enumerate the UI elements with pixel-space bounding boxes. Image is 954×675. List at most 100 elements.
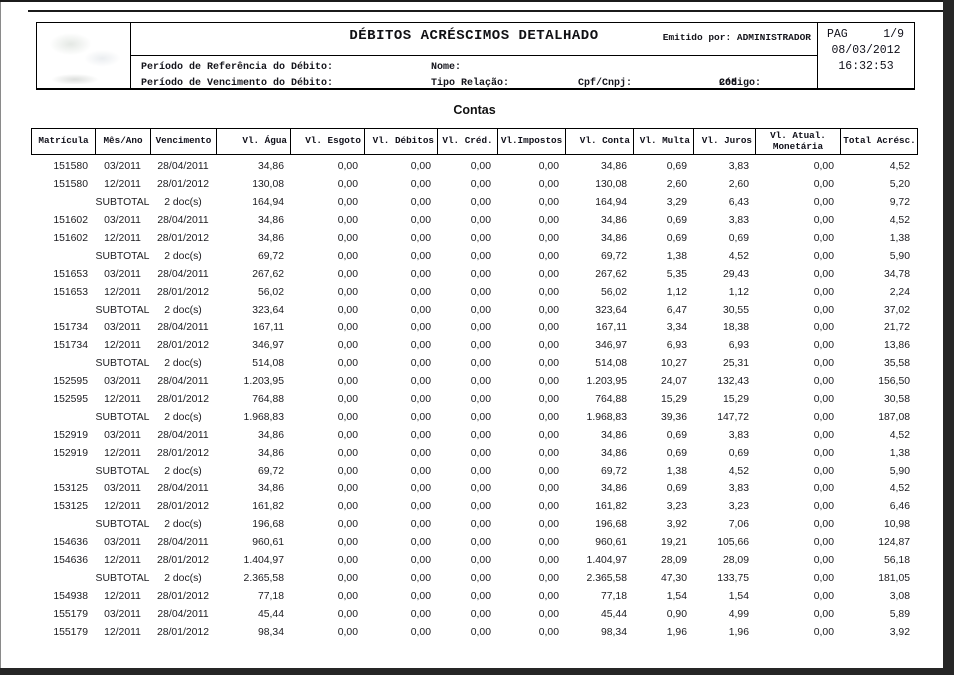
table-cell: 124,87 bbox=[878, 537, 910, 549]
table-cell bbox=[31, 516, 95, 534]
filter-row-2: Período de Vencimento do Débito: Tipo Re… bbox=[131, 78, 817, 90]
report-time: 16:32:53 bbox=[838, 60, 894, 73]
table-cell: 0,00 bbox=[337, 537, 358, 549]
table-cell: 0,00 bbox=[813, 394, 834, 406]
table-cell: 267,62 bbox=[252, 268, 284, 280]
table-cell: 28,09 bbox=[722, 555, 749, 567]
filter-row-1: Período de Referência do Débito: Nome: bbox=[131, 62, 817, 74]
table-cell: 1.968,83 bbox=[586, 411, 627, 423]
column-header: Vl. Atual. Monetária bbox=[756, 129, 841, 154]
table-row: 155179 03/2011 28/04/2011 45,44 0,00 0,00 0,00… bbox=[31, 605, 918, 623]
logo-cell bbox=[37, 23, 131, 88]
table-body: 151580 03/2011 28/04/2011 34,86 0,00 0,00 0,00… bbox=[31, 158, 918, 641]
table-cell: 0,00 bbox=[538, 394, 559, 406]
table-cell: 12/2011 bbox=[104, 340, 141, 352]
table-cell: 0,00 bbox=[538, 465, 559, 477]
table-cell: 6,93 bbox=[666, 340, 687, 352]
table-cell: 0,00 bbox=[813, 340, 834, 352]
column-header: Vl. Débitos bbox=[365, 129, 438, 154]
table-cell: 1.203,95 bbox=[586, 376, 627, 388]
table-cell: 3,83 bbox=[728, 215, 749, 227]
table-cell: 0,00 bbox=[470, 250, 491, 262]
table-cell: 24,07 bbox=[660, 376, 687, 388]
table-cell: 0,00 bbox=[813, 179, 834, 191]
table-cell: 154938 bbox=[53, 590, 88, 602]
table-cell: 0,00 bbox=[337, 376, 358, 388]
table-row: SUBTOTAL 2 doc(s) 69,72 0,00 0,00 0,00 0,00 69,… bbox=[31, 247, 918, 265]
table-cell: 0,00 bbox=[410, 376, 431, 388]
table-cell: 13,86 bbox=[883, 340, 910, 352]
table-cell: 130,08 bbox=[252, 179, 284, 191]
window-right-edge bbox=[943, 0, 954, 675]
table-cell: 2 doc(s) bbox=[164, 358, 202, 370]
table-cell: 196,68 bbox=[252, 519, 284, 531]
table-cell: SUBTOTAL bbox=[95, 572, 150, 584]
table-cell: 56,02 bbox=[600, 286, 627, 298]
table-cell: 0,00 bbox=[410, 233, 431, 244]
table-cell: 1,38 bbox=[889, 447, 910, 459]
table-cell: 147,72 bbox=[717, 411, 749, 423]
table-cell: 1,38 bbox=[666, 250, 687, 262]
table-cell: 0,00 bbox=[813, 376, 834, 388]
column-header: Vl. Juros bbox=[694, 129, 756, 154]
table-cell: 0,00 bbox=[410, 429, 431, 441]
table-cell: 0,00 bbox=[337, 519, 358, 531]
report-header: DÉBITOS ACRÉSCIMOS DETALHADO Emitido por… bbox=[36, 22, 915, 90]
table-cell: 4,52 bbox=[728, 250, 749, 262]
table-cell: 0,00 bbox=[470, 501, 491, 513]
table-cell: 5,20 bbox=[889, 179, 910, 191]
table-cell: 0,69 bbox=[666, 447, 687, 459]
table-cell: 154636 bbox=[53, 537, 88, 549]
table-cell: 1,96 bbox=[728, 626, 749, 638]
table-cell: 151602 bbox=[53, 215, 88, 227]
table-row: SUBTOTAL 2 doc(s) 1.968,83 0,00 0,00 0,00 0,00… bbox=[31, 408, 918, 426]
table-cell: 0,00 bbox=[337, 555, 358, 567]
table-cell: 0,00 bbox=[470, 304, 491, 316]
table-cell: 764,88 bbox=[595, 394, 627, 406]
table-cell: 0,00 bbox=[470, 519, 491, 531]
table-row: 154636 03/2011 28/04/2011 960,61 0,00 0,00 0,0… bbox=[31, 534, 918, 552]
table-row: 152595 03/2011 28/04/2011 1.203,95 0,00 0,00 0… bbox=[31, 373, 918, 391]
table-cell: 1.968,83 bbox=[243, 411, 284, 423]
table-cell: 0,00 bbox=[470, 340, 491, 352]
table-cell: 0,00 bbox=[470, 233, 491, 244]
table-cell bbox=[31, 408, 95, 426]
table-cell: 3,83 bbox=[728, 429, 749, 441]
table-cell: 151580 bbox=[53, 161, 88, 173]
column-header: Vencimento bbox=[151, 129, 217, 154]
table-cell: 0,00 bbox=[813, 429, 834, 441]
table-cell: 21,72 bbox=[883, 322, 910, 334]
table-cell: 0,00 bbox=[337, 197, 358, 209]
table-cell: 0,00 bbox=[813, 465, 834, 477]
table-cell: 0,00 bbox=[813, 161, 834, 173]
table-cell: 155179 bbox=[53, 608, 88, 620]
table-cell: 15,29 bbox=[660, 394, 687, 406]
table-cell: 28/01/2012 bbox=[156, 555, 209, 567]
table-cell: 0,00 bbox=[470, 608, 491, 620]
table-cell: 0,00 bbox=[538, 197, 559, 209]
table-cell: 0,00 bbox=[538, 268, 559, 280]
table-cell: 0,00 bbox=[410, 501, 431, 513]
table-cell: 2.365,58 bbox=[243, 572, 284, 584]
table-cell: 0,00 bbox=[470, 429, 491, 441]
table-cell: 0,00 bbox=[410, 608, 431, 620]
table-cell: 28/04/2011 bbox=[157, 268, 209, 280]
table-cell: 9,72 bbox=[889, 197, 910, 209]
table-cell: SUBTOTAL bbox=[95, 358, 150, 370]
table-cell: 267,62 bbox=[595, 268, 627, 280]
table-cell: 346,97 bbox=[252, 340, 284, 352]
table-cell: 2 doc(s) bbox=[164, 304, 202, 316]
table-cell: 1,54 bbox=[666, 590, 687, 602]
table-cell bbox=[31, 247, 95, 265]
table-cell: 0,00 bbox=[813, 537, 834, 549]
table-cell: 323,64 bbox=[252, 304, 284, 316]
table-cell: 28/01/2012 bbox=[156, 340, 209, 352]
table-row: SUBTOTAL 2 doc(s) 164,94 0,00 0,00 0,00 0,00 16… bbox=[31, 194, 918, 212]
table-cell: 155179 bbox=[53, 626, 88, 638]
table-cell: 0,00 bbox=[470, 215, 491, 227]
table-cell: 0,69 bbox=[666, 161, 687, 173]
column-header: Total Acrésc. bbox=[843, 135, 916, 147]
table-cell: 3,83 bbox=[728, 483, 749, 495]
table-cell: 0,00 bbox=[470, 268, 491, 280]
